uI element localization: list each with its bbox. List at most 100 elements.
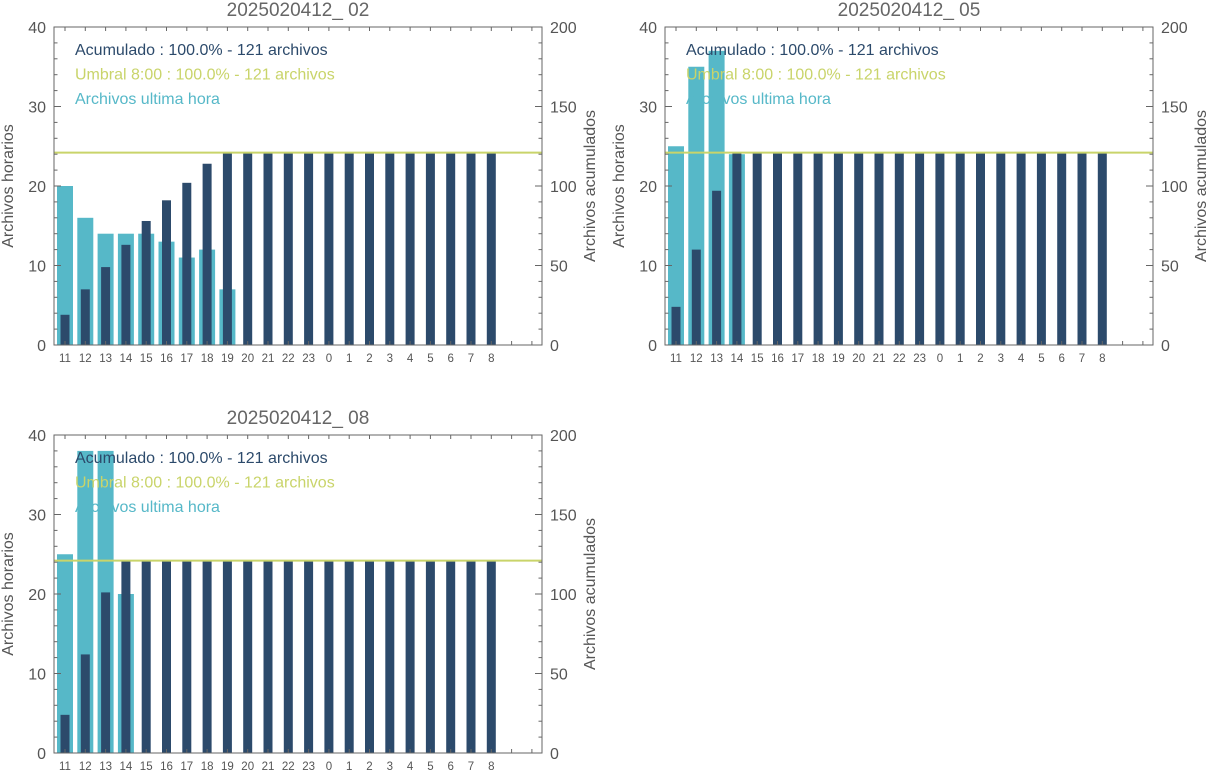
accumulated-bar: [121, 560, 131, 753]
x-tick-label: 6: [1058, 353, 1064, 365]
y-axis-label: Archivos horarios: [0, 532, 17, 656]
accumulated-bar: [874, 152, 884, 345]
accumulated-bar: [385, 152, 395, 345]
accumulated-bar: [182, 560, 192, 753]
y-axis-label: Archivos horarios: [611, 124, 628, 248]
y-right-axis-label: Archivos acumulados: [582, 518, 599, 670]
x-tick-label: 1: [957, 353, 963, 365]
legend-entry: Umbral 8:00 : 100.0% - 121 archivos: [686, 67, 946, 84]
accumulated-bar: [162, 200, 171, 345]
x-tick-label: 21: [262, 761, 275, 771]
accumulated-bar: [324, 152, 334, 345]
x-tick-label: 14: [120, 353, 133, 365]
accumulated-bar: [976, 152, 985, 345]
accumulated-bar: [486, 560, 496, 753]
x-tick-label: 3: [387, 353, 393, 365]
hourly-bar: [57, 554, 73, 753]
accumulated-bar: [1016, 152, 1026, 345]
accumulated-bar: [996, 152, 1006, 345]
accumulated-bar: [935, 152, 945, 345]
accumulated-bar: [486, 152, 496, 345]
y-tick-label: 30: [639, 100, 657, 117]
accumulated-bar: [691, 249, 701, 345]
x-tick-label: 22: [282, 761, 295, 771]
accumulated-bar: [304, 152, 314, 345]
accumulated-bar: [283, 560, 293, 753]
accumulated-bar: [101, 592, 111, 753]
accumulated-bar: [222, 560, 232, 753]
x-tick-label: 0: [937, 353, 943, 365]
x-tick-label: 4: [407, 353, 414, 365]
legend-entry: Archivos ultima hora: [686, 91, 831, 108]
x-tick-label: 4: [407, 761, 414, 771]
y-right-tick-label: 0: [1161, 338, 1170, 355]
accumulated-bar: [813, 152, 823, 345]
accumulated-bar: [793, 152, 803, 345]
x-tick-label: 14: [731, 353, 744, 365]
accumulated-bar: [446, 560, 456, 753]
y-right-tick-label: 50: [550, 667, 568, 684]
y-tick-label: 40: [28, 20, 46, 37]
accumulated-bar: [466, 152, 476, 345]
x-tick-label: 3: [387, 761, 393, 771]
accumulated-bar: [446, 152, 456, 345]
legend-entry: Acumulado : 100.0% - 121 archivos: [75, 450, 328, 467]
y-right-tick-label: 150: [1161, 100, 1188, 117]
x-tick-label: 17: [791, 353, 804, 365]
x-tick-label: 4: [1018, 353, 1025, 365]
y-right-tick-label: 150: [550, 100, 577, 117]
legend-entry: Acumulado : 100.0% - 121 archivos: [686, 42, 939, 59]
accumulated-bar: [752, 152, 762, 345]
accumulated-bar: [425, 560, 435, 753]
x-tick-label: 16: [160, 353, 173, 365]
x-tick-label: 17: [180, 761, 193, 771]
accumulated-bar: [202, 163, 212, 345]
accumulated-bar: [344, 152, 354, 345]
x-tick-label: 11: [59, 761, 71, 771]
x-tick-label: 7: [468, 761, 474, 771]
y-tick-label: 0: [648, 338, 657, 355]
x-tick-label: 20: [241, 353, 254, 365]
accumulated-bar: [466, 560, 476, 753]
chart-title: 2025020412_ 05: [838, 0, 981, 21]
accumulated-bar: [141, 220, 151, 345]
accumulated-bar: [121, 244, 131, 345]
accumulated-bar: [1057, 152, 1067, 345]
x-tick-label: 14: [120, 761, 133, 771]
x-tick-label: 0: [326, 353, 332, 365]
y-tick-label: 10: [28, 259, 46, 276]
x-tick-label: 15: [751, 353, 764, 365]
y-tick-label: 40: [639, 20, 657, 37]
hourly-bar: [668, 146, 684, 345]
x-tick-label: 13: [99, 761, 112, 771]
y-right-tick-label: 200: [550, 428, 577, 445]
accumulated-bar: [405, 560, 415, 753]
accumulated-bar: [222, 152, 232, 345]
x-tick-label: 2: [366, 761, 372, 771]
legend-entry: Archivos ultima hora: [75, 91, 220, 108]
x-tick-label: 3: [998, 353, 1004, 365]
legend-entry: Umbral 8:00 : 100.0% - 121 archivos: [75, 67, 335, 84]
y-right-tick-label: 200: [550, 20, 577, 37]
x-tick-label: 21: [873, 353, 886, 365]
hourly-bar: [57, 186, 73, 345]
accumulated-bar: [671, 306, 681, 345]
y-axis-label: Archivos horarios: [0, 124, 17, 248]
x-tick-label: 5: [427, 353, 433, 365]
x-tick-label: 8: [1099, 353, 1105, 365]
accumulated-bar: [833, 152, 843, 345]
x-tick-label: 20: [852, 353, 865, 365]
x-tick-label: 22: [282, 353, 295, 365]
x-tick-label: 12: [79, 353, 92, 365]
y-right-tick-label: 100: [550, 587, 577, 604]
accumulated-bar: [1036, 152, 1046, 345]
x-tick-label: 22: [893, 353, 906, 365]
accumulated-bar: [263, 560, 273, 753]
x-tick-label: 2: [366, 353, 372, 365]
x-tick-label: 7: [1079, 353, 1085, 365]
legend-entry: Acumulado : 100.0% - 121 archivos: [75, 42, 328, 59]
x-tick-label: 5: [1038, 353, 1044, 365]
